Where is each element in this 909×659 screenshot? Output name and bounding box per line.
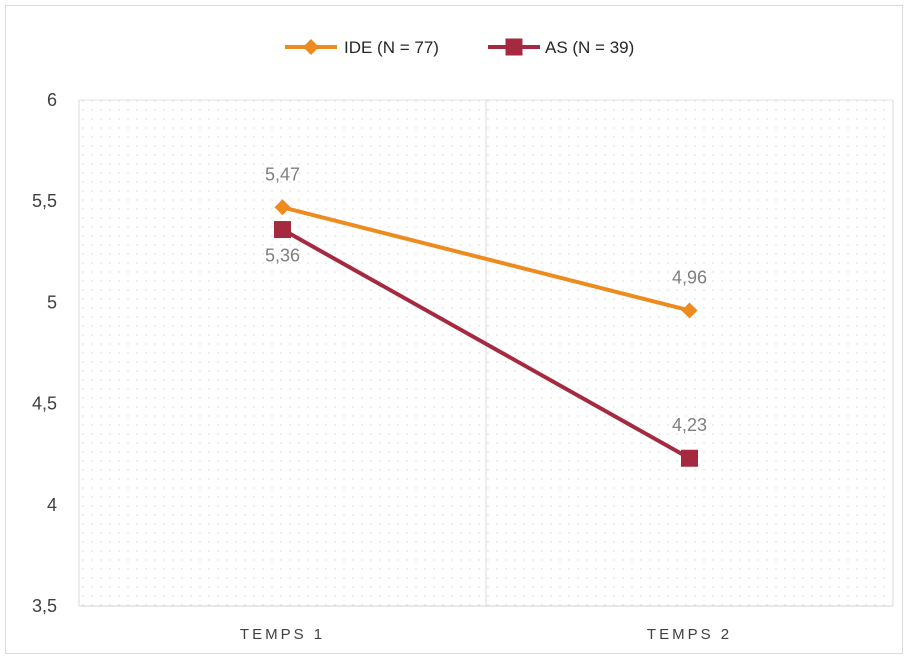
data-point-square — [274, 221, 291, 239]
y-tick-label: 4 — [47, 495, 57, 515]
legend: IDE (N = 77) AS (N = 39) — [285, 38, 634, 57]
data-label: 4,96 — [672, 267, 707, 287]
y-tick-label: 5,5 — [32, 191, 57, 211]
x-tick-label: TEMPS 1 — [240, 626, 325, 643]
series — [274, 199, 698, 467]
axes: 3,5 4 4,5 5 5,5 6 TEMPS 1 TEMPS 2 — [32, 90, 893, 643]
series-line-ide — [282, 205, 690, 313]
data-label: 5,47 — [265, 164, 300, 184]
data-point-square — [681, 449, 698, 467]
data-point-diamond — [274, 199, 291, 216]
legend-marker-square — [505, 38, 523, 56]
legend-label: IDE (N = 77) — [344, 38, 439, 57]
data-label: 4,23 — [672, 415, 707, 435]
data-label: 5,36 — [265, 246, 300, 266]
y-tick-label: 4,5 — [32, 394, 57, 414]
data-point-diamond — [681, 302, 698, 319]
y-tick-label: 5 — [47, 292, 57, 312]
legend-marker-diamond — [303, 39, 319, 55]
x-tick-label: TEMPS 2 — [647, 626, 732, 643]
gridlines — [78, 99, 894, 606]
y-tick-label: 6 — [47, 90, 57, 110]
y-tick-label: 3,5 — [32, 596, 57, 616]
legend-label: AS (N = 39) — [545, 38, 634, 57]
series-line-as — [281, 227, 691, 460]
data-labels: 5,47 4,96 5,36 4,23 — [265, 164, 707, 435]
